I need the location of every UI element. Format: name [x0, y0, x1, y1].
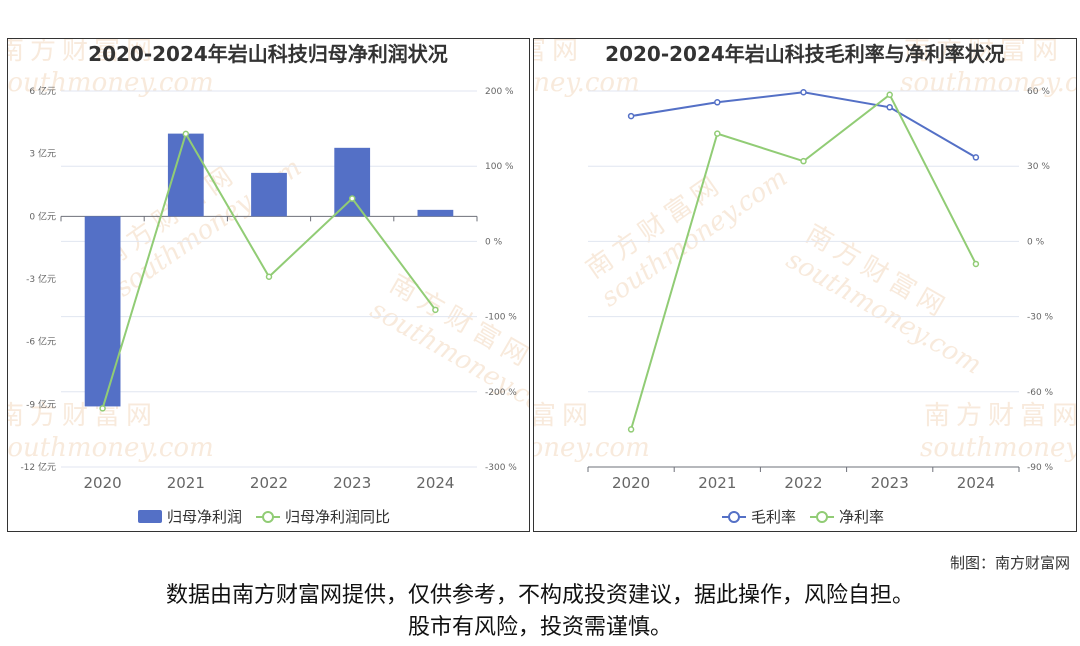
watermark-cn: 南方财富网 [534, 401, 594, 431]
line-point-2020 [99, 405, 106, 412]
category-label: 2024 [957, 474, 995, 492]
chart-title: 2020-2024年岩山科技归母净利润状况 [88, 42, 448, 66]
right-axis-tick: 200 % [485, 87, 514, 97]
watermark-en: southmoney.com [8, 68, 214, 98]
left-axis-tick: -3 亿元 [26, 273, 56, 285]
disclaimer-line-2: 股市有风险，投资需谨慎。 [407, 615, 672, 640]
line-point-2024 [972, 154, 980, 161]
legend-swatch-dot [262, 511, 275, 523]
bar-2022 [251, 172, 287, 217]
line-point-2022 [265, 273, 273, 280]
net-profit-chart: 南方财富网southmoney.com南方财富网southmoney.com南方… [8, 39, 529, 526]
category-label: 2024 [416, 474, 454, 492]
line-point-2021 [714, 130, 721, 137]
chart-credit: 制图：南方财富网 [949, 554, 1070, 572]
watermark-en: southmoney.com [8, 433, 214, 463]
line-point-2020 [627, 426, 635, 433]
line-point-2022 [800, 89, 807, 96]
series-line [630, 91, 977, 159]
legend-swatch [138, 510, 162, 523]
legend-swatch-dot [728, 511, 740, 523]
line-point-2024 [432, 306, 439, 314]
category-label: 2022 [784, 474, 822, 492]
chart-title: 2020-2024年岩山科技毛利率与净利率状况 [605, 42, 1005, 66]
left-axis-tick: -12 亿元 [20, 461, 56, 473]
line-point-2021 [714, 99, 721, 106]
bar-2023 [334, 147, 371, 217]
legend-label: 归母净利润 [167, 508, 242, 526]
legend-label: 毛利率 [751, 508, 796, 526]
disclaimer-line-1: 数据由南方财富网提供，仅供参考，不构成投资建议，据此操作，风险自担。 [165, 583, 914, 608]
watermark-cn: 南方财富网 [534, 39, 584, 66]
right-axis-tick: -30 % [1027, 313, 1054, 323]
watermark-cn: 南方财富网 [904, 39, 1064, 66]
line-point-2024 [972, 260, 980, 268]
watermark-en: southmoney.com [920, 433, 1076, 463]
right-axis-tick: -100 % [485, 313, 517, 323]
line-point-2020 [627, 112, 635, 120]
left-axis-tick: 6 亿元 [29, 85, 56, 97]
right-axis-tick: 0 % [1027, 237, 1045, 247]
margin-chart: 南方财富网southmoney.com南方财富网southmoney.com南方… [534, 39, 1076, 526]
legend-label: 归母净利润同比 [285, 508, 390, 526]
category-label: 2021 [698, 474, 736, 492]
watermark-en: southmoney.com [534, 433, 650, 463]
legend-swatch-dot [816, 511, 829, 523]
line-point-2021 [182, 130, 190, 138]
left-axis-tick: -6 亿元 [26, 336, 56, 348]
right-axis-tick: -200 % [485, 388, 517, 398]
bar-2024 [417, 209, 454, 217]
right-axis-tick: 0 % [485, 237, 503, 247]
left-chart-panel: 南方财富网southmoney.com南方财富网southmoney.com南方… [7, 38, 530, 532]
right-chart-panel: 南方财富网southmoney.com南方财富网southmoney.com南方… [533, 38, 1077, 532]
category-label: 2021 [167, 474, 205, 492]
watermark-cn: 南方财富网 [924, 401, 1076, 431]
watermark-cn: 南方财富网 [8, 401, 158, 431]
watermark-en: southmoney.com [534, 68, 640, 98]
category-label: 2023 [871, 474, 909, 492]
bar-2020 [84, 216, 121, 407]
category-label: 2022 [250, 474, 288, 492]
line-point-2023 [348, 195, 356, 202]
right-axis-tick: -300 % [485, 463, 517, 473]
line-point-2022 [800, 157, 807, 165]
line-point-2023 [886, 91, 893, 99]
right-axis-tick: 100 % [485, 162, 514, 172]
watermark-en: southmoney.com [900, 68, 1076, 98]
right-axis-tick: 30 % [1027, 162, 1050, 172]
category-label: 2020 [612, 474, 650, 492]
category-label: 2020 [84, 474, 122, 492]
legend-label: 净利率 [839, 508, 884, 526]
right-axis-tick: -90 % [1027, 463, 1054, 473]
line-point-2023 [886, 104, 893, 111]
category-label: 2023 [333, 474, 371, 492]
left-axis-tick: 0 亿元 [29, 210, 56, 222]
left-axis-tick: -9 亿元 [26, 398, 56, 410]
watermark-cn: 南方财富网 [8, 39, 158, 66]
right-axis-tick: 60 % [1027, 87, 1050, 97]
left-axis-tick: 3 亿元 [29, 148, 56, 160]
right-axis-tick: -60 % [1027, 388, 1054, 398]
